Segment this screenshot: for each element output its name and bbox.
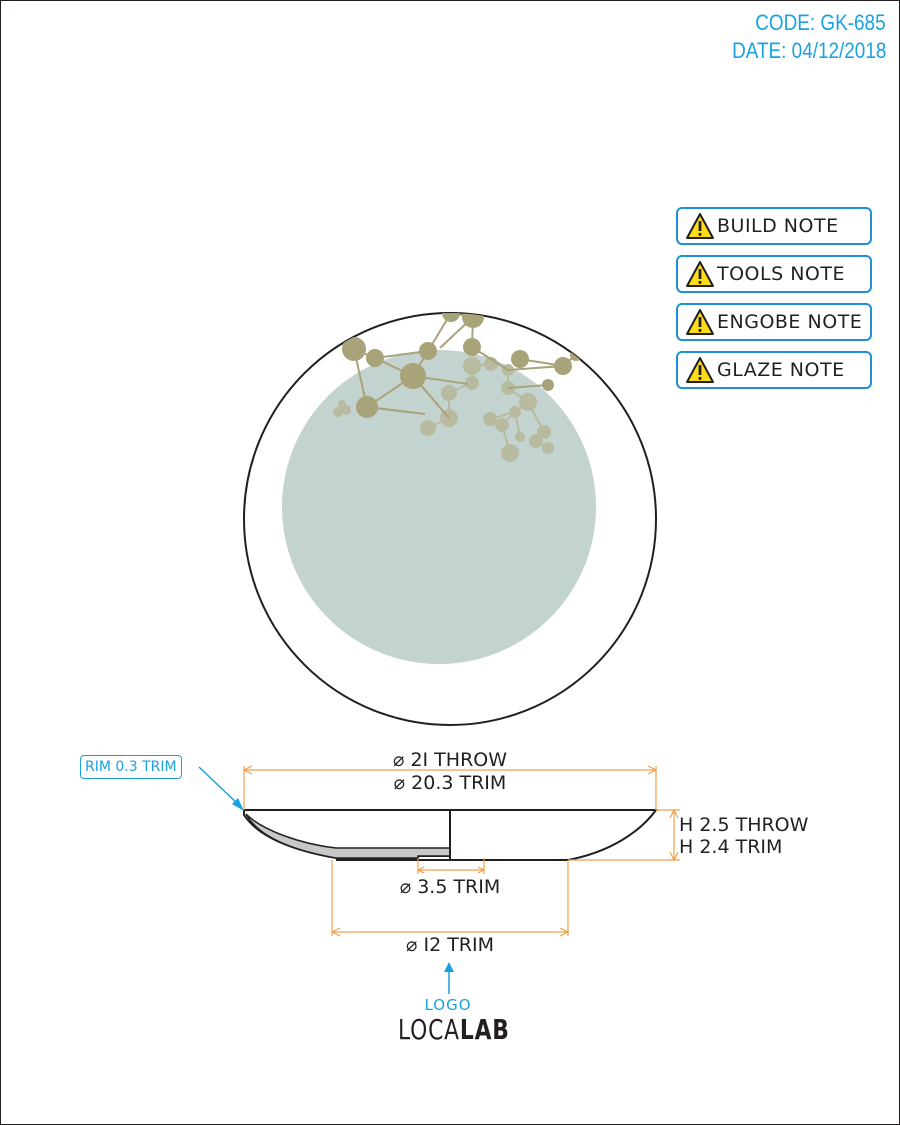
engobe-note-label: ENGOBE NOTE [717,311,863,333]
engobe-note-button[interactable]: ENGOBE NOTE [676,303,872,341]
brand-logo: LOCALAB [398,1013,510,1046]
throw-height-label: H 2.5 THROW [679,814,809,836]
brand-logo-bold: LAB [459,1013,510,1046]
drawing-date: DATE: 04/12/2018 [731,38,886,63]
tools-note-label: TOOLS NOTE [717,263,845,285]
foot-inner-label: ⌀ 3.5 TRIM [400,876,501,898]
profile-right-half [450,809,658,861]
plate-top-view [243,312,657,726]
constellation-decoration [333,313,582,462]
rim-callout: RIM 0.3 TRIM [80,755,182,779]
rim-callout-leader [198,766,244,811]
logo-caption: LOGO [424,996,472,1014]
logo-arrow [444,962,454,994]
glaze-area [282,350,596,664]
warning-icon [686,213,714,239]
foot-outer-label: ⌀ I2 TRIM [406,934,494,956]
plate-side-profile [243,809,658,861]
warning-icon [686,261,714,287]
trim-diameter-label: ⌀ 20.3 TRIM [394,772,507,794]
product-code: CODE: GK-685 [755,10,886,35]
brand-logo-light: LOCA [398,1013,460,1046]
throw-diameter-label: ⌀ 2I THROW [393,749,507,771]
tools-note-button[interactable]: TOOLS NOTE [676,255,872,293]
warning-icon [686,357,714,383]
profile-section-fill [245,813,451,859]
glaze-note-button[interactable]: GLAZE NOTE [676,351,872,389]
trim-height-label: H 2.4 TRIM [679,836,782,858]
glaze-note-label: GLAZE NOTE [717,359,845,381]
build-note-button[interactable]: BUILD NOTE [676,207,872,245]
warning-icon [686,309,714,335]
dimension-lines [242,765,680,937]
build-note-label: BUILD NOTE [717,215,839,237]
